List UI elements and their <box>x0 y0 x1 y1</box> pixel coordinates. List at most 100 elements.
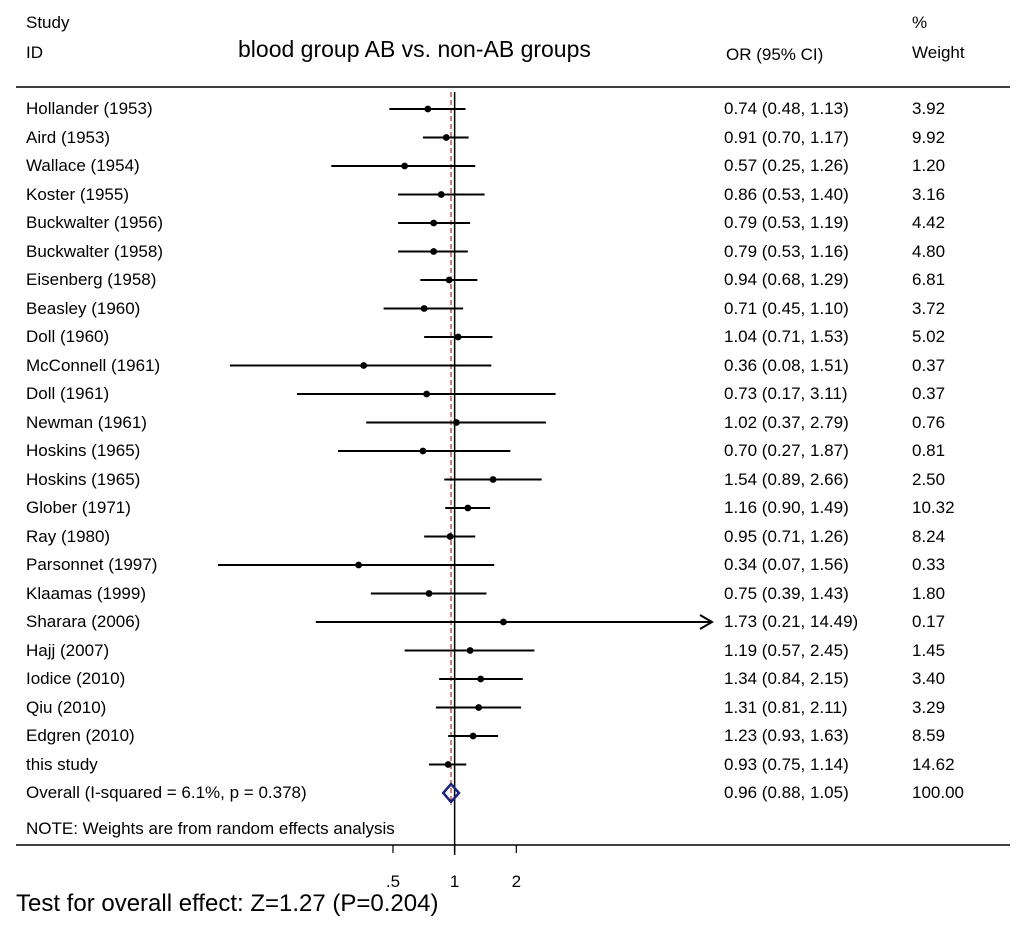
study-name: Doll (1961) <box>26 384 110 403</box>
study-or-ci: 0.71 (0.45, 1.10) <box>724 298 849 318</box>
study-name: Wallace (1954) <box>26 156 140 175</box>
header-study: Study ID <box>26 8 69 68</box>
study-weight: 8.24 <box>912 526 946 546</box>
study-name: Sharara (2006) <box>26 612 141 631</box>
study-or-ci: 0.74 (0.48, 1.13) <box>724 99 849 118</box>
x-tick-label: 1 <box>450 872 459 891</box>
study-name: Hoskins (1965) <box>26 441 141 460</box>
study-or-ci: 0.86 (0.53, 1.40) <box>724 184 849 204</box>
study-name: Klaamas (1999) <box>26 583 147 603</box>
study-name: Eisenberg (1958) <box>26 270 157 289</box>
point-estimate <box>420 305 428 312</box>
study-or-ci: 1.02 (0.37, 2.79) <box>724 412 849 432</box>
x-tick-label: .5 <box>386 872 400 891</box>
study-weight: 4.42 <box>912 213 946 232</box>
study-weight: 0.17 <box>912 612 946 631</box>
weights-note: NOTE: Weights are from random effects an… <box>26 819 395 838</box>
point-estimate <box>360 362 368 369</box>
point-estimate <box>425 590 433 597</box>
study-name: Koster (1955) <box>26 184 129 204</box>
study-weight: 10.32 <box>912 498 955 517</box>
header-or-ci: OR (95% CI) <box>726 45 824 64</box>
point-estimate <box>430 219 438 227</box>
study-name: Buckwalter (1956) <box>26 213 164 232</box>
study-or-ci: 0.57 (0.25, 1.26) <box>724 156 849 175</box>
study-weight: 3.29 <box>912 697 946 717</box>
study-or-ci: 1.16 (0.90, 1.49) <box>724 498 849 517</box>
x-tick-label: 2 <box>512 872 521 891</box>
point-estimate <box>401 162 409 170</box>
study-or-ci: 0.70 (0.27, 1.87) <box>724 441 849 460</box>
study-weight: 0.37 <box>912 384 946 403</box>
point-estimate <box>464 504 472 512</box>
study-name: Iodice (2010) <box>26 669 126 688</box>
study-or-ci: 0.79 (0.53, 1.16) <box>724 241 849 261</box>
overall-diamond <box>441 782 461 804</box>
study-or-ci: 0.95 (0.71, 1.26) <box>724 526 849 546</box>
study-name: Ray (1980) <box>26 526 111 546</box>
study-name: McConnell (1961) <box>26 355 161 375</box>
point-estimate <box>419 447 427 455</box>
study-weight: 2.50 <box>912 469 946 489</box>
study-weight: 5.02 <box>912 327 946 346</box>
study-weight: 3.72 <box>912 298 946 318</box>
header-weight-line1: % <box>912 13 928 32</box>
study-weight: 0.81 <box>912 441 946 460</box>
study-weight: 3.16 <box>912 184 946 204</box>
overall-label: Overall (I-squared = 6.1%, p = 0.378) <box>26 783 307 802</box>
study-name: Edgren (2010) <box>26 726 135 745</box>
overall-or-ci: 0.96 (0.88, 1.05) <box>724 783 849 802</box>
overall-effect-test: Test for overall effect: Z=1.27 (P=0.204… <box>16 890 439 917</box>
study-name: Qiu (2010) <box>26 697 107 717</box>
study-weight: 0.37 <box>912 355 946 375</box>
point-estimate <box>442 134 450 141</box>
study-weight: 8.59 <box>912 726 946 745</box>
study-weight: 4.80 <box>912 241 946 261</box>
point-estimate <box>444 761 452 768</box>
point-estimate <box>454 333 462 341</box>
study-or-ci: 0.75 (0.39, 1.43) <box>724 583 849 603</box>
study-or-ci: 1.34 (0.84, 2.15) <box>724 669 849 688</box>
header-weight: % Weight <box>912 8 965 68</box>
chart-title: blood group AB vs. non-AB groups <box>238 36 591 62</box>
study-or-ci: 1.31 (0.81, 2.11) <box>724 697 848 717</box>
point-estimate <box>477 675 485 683</box>
study-weight: 3.40 <box>912 669 946 688</box>
study-name: Aird (1953) <box>26 127 111 147</box>
study-weight: 9.92 <box>912 127 946 147</box>
study-weight: 3.92 <box>912 99 946 118</box>
study-weight: 6.81 <box>912 270 946 289</box>
study-name: Newman (1961) <box>26 412 147 432</box>
point-estimate <box>475 704 483 711</box>
study-weight: 0.33 <box>912 555 946 574</box>
study-weight: 0.76 <box>912 412 946 432</box>
study-or-ci: 0.91 (0.70, 1.17) <box>724 127 849 147</box>
study-or-ci: 0.36 (0.08, 1.51) <box>724 355 849 375</box>
point-estimate <box>446 533 454 540</box>
ci-arrow <box>699 614 714 630</box>
point-estimate <box>453 419 460 426</box>
point-estimate <box>469 732 477 740</box>
study-or-ci: 1.23 (0.93, 1.63) <box>724 726 849 745</box>
study-or-ci: 0.93 (0.75, 1.14) <box>724 754 849 774</box>
header-study-line1: Study <box>26 13 70 32</box>
point-estimate <box>445 276 453 284</box>
point-estimate <box>500 618 507 626</box>
study-name: Hajj (2007) <box>26 640 110 660</box>
point-estimate <box>489 476 497 483</box>
point-estimate <box>424 105 432 113</box>
point-estimate <box>430 248 438 255</box>
study-name: Buckwalter (1958) <box>26 241 164 261</box>
study-weight: 1.20 <box>912 156 946 175</box>
study-or-ci: 1.04 (0.71, 1.53) <box>724 327 849 346</box>
study-name: Doll (1960) <box>26 327 110 346</box>
point-estimate <box>437 191 445 198</box>
header-study-line2: ID <box>26 43 43 62</box>
header-weight-line2: Weight <box>912 43 965 62</box>
study-weight: 1.80 <box>912 583 946 603</box>
overall-weight: 100.00 <box>912 783 964 802</box>
study-name: Beasley (1960) <box>26 298 141 318</box>
study-or-ci: 0.79 (0.53, 1.19) <box>724 213 849 232</box>
point-estimate <box>355 561 363 569</box>
